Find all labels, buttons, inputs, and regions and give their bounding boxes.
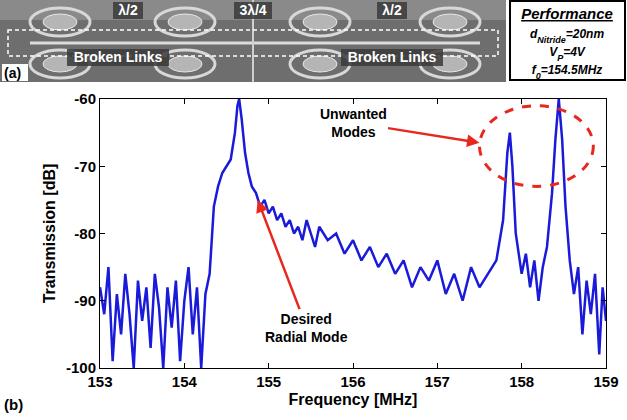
svg-text:DesiredRadial Mode: DesiredRadial Mode: [265, 311, 348, 345]
svg-text:Performance: Performance: [521, 5, 613, 22]
svg-text:154: 154: [172, 373, 198, 390]
svg-text:Transmission [dB]: Transmission [dB]: [41, 164, 58, 304]
svg-text:-70: -70: [74, 158, 96, 175]
svg-text:λ/2: λ/2: [118, 2, 138, 18]
svg-text:155: 155: [256, 373, 281, 390]
svg-text:λ/2: λ/2: [382, 2, 402, 18]
svg-text:Broken Links: Broken Links: [74, 49, 163, 65]
svg-text:(a): (a): [4, 65, 21, 81]
svg-text:f0=154.5MHz: f0=154.5MHz: [532, 63, 603, 81]
svg-text:dNitride=20nm: dNitride=20nm: [530, 27, 605, 45]
svg-text:156: 156: [340, 373, 365, 390]
svg-text:3λ/4: 3λ/4: [239, 2, 266, 18]
svg-text:-90: -90: [74, 292, 96, 309]
svg-text:-60: -60: [74, 90, 96, 107]
svg-text:Frequency [MHz]: Frequency [MHz]: [289, 391, 418, 408]
svg-text:158: 158: [509, 373, 534, 390]
svg-text:-100: -100: [66, 359, 96, 376]
svg-text:UnwantedModes: UnwantedModes: [320, 106, 387, 140]
svg-text:157: 157: [425, 373, 450, 390]
svg-text:159: 159: [593, 373, 618, 390]
svg-text:Broken Links: Broken Links: [348, 49, 437, 65]
html-text:(b): (b): [4, 396, 24, 413]
svg-text:153: 153: [87, 373, 112, 390]
svg-text:VP=4V: VP=4V: [549, 45, 586, 63]
svg-text:-80: -80: [74, 225, 96, 242]
